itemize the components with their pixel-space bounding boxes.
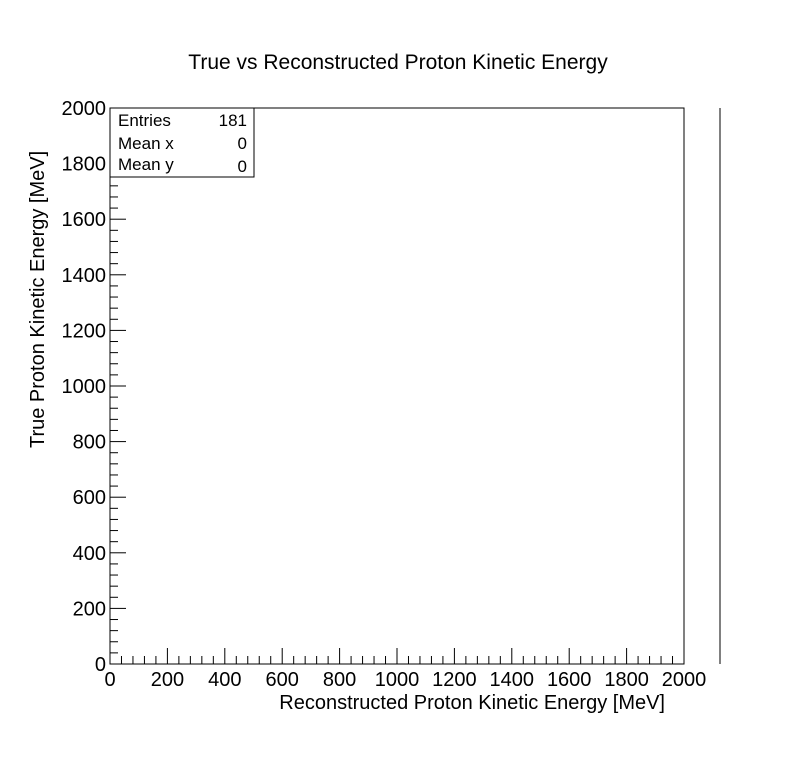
x-tick-label: 1400 xyxy=(490,669,535,691)
y-tick-label: 200 xyxy=(73,598,106,620)
y-tick-label: 2000 xyxy=(62,98,107,120)
x-tick-label: 2000 xyxy=(662,669,707,691)
x-tick-label: 0 xyxy=(104,669,115,691)
x-tick-label: 400 xyxy=(208,669,241,691)
stats-mean-x-label: Mean x xyxy=(118,134,174,153)
stats-box-frame xyxy=(109,107,255,178)
stats-mean-y-label: Mean y xyxy=(118,155,174,174)
y-tick-label: 0 xyxy=(95,654,106,676)
stats-mean-x-value: 0 xyxy=(238,134,247,153)
y-axis-tick-labels: 0 200 400 600 800 1000 1200 1400 1600 1800 2000 xyxy=(62,98,107,676)
chart-title: True vs Reconstructed Proton Kinetic Ene… xyxy=(188,51,608,74)
plot-frame xyxy=(109,107,685,665)
y-tick-label: 1800 xyxy=(62,154,107,176)
y-tick-label: 1200 xyxy=(62,320,107,342)
stats-entries-label: Entries xyxy=(118,111,171,130)
stats-box: Entries 181 Mean x 0 Mean y 0 xyxy=(109,107,255,178)
x-axis-ticks xyxy=(109,648,685,664)
y-tick-label: 1000 xyxy=(62,376,107,398)
y-tick-label: 400 xyxy=(73,543,106,565)
y-tick-label: 1400 xyxy=(62,265,107,287)
y-tick-label: 1600 xyxy=(62,209,107,231)
stats-entries-value: 181 xyxy=(219,111,247,130)
x-tick-label: 200 xyxy=(151,669,184,691)
y-tick-label: 800 xyxy=(73,432,106,454)
stats-mean-y-value: 0 xyxy=(238,157,247,176)
y-tick-label: 600 xyxy=(73,487,106,509)
x-tick-label: 1000 xyxy=(375,669,420,691)
x-axis-tick-labels: 0 200 400 600 800 1000 1200 1400 1600 1800 2000 xyxy=(104,669,706,691)
x-tick-label: 1800 xyxy=(604,669,649,691)
y-axis-title: True Proton Kinetic Energy [MeV] xyxy=(27,151,49,448)
x-tick-label: 600 xyxy=(266,669,299,691)
x-tick-label: 1600 xyxy=(547,669,592,691)
x-tick-label: 1200 xyxy=(432,669,477,691)
y-axis-ticks xyxy=(110,107,126,665)
x-tick-label: 800 xyxy=(323,669,356,691)
x-axis-title: Reconstructed Proton Kinetic Energy [MeV… xyxy=(279,692,665,714)
